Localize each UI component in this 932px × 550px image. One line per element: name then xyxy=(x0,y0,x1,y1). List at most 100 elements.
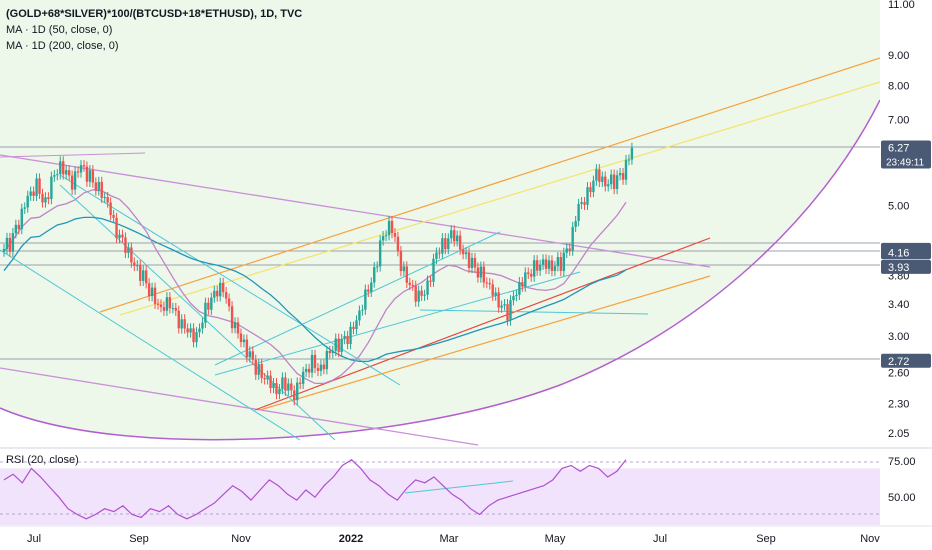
candle-body xyxy=(467,252,471,268)
teal-line-1 xyxy=(0,249,301,441)
candle-body xyxy=(464,252,468,255)
violet-arc xyxy=(0,99,880,441)
candle-body xyxy=(453,230,456,242)
candle-body xyxy=(547,260,551,269)
candle-body xyxy=(580,202,583,204)
candle-body xyxy=(609,174,613,185)
candle-body xyxy=(233,322,237,329)
orange-channel-lower xyxy=(259,275,711,411)
candle-body xyxy=(316,368,320,371)
candle-body xyxy=(281,377,284,390)
candle-body xyxy=(618,173,622,176)
candle-body xyxy=(257,363,260,375)
candle-body xyxy=(56,174,59,176)
candle-body xyxy=(408,282,411,285)
candle-body xyxy=(423,294,426,296)
candle-body xyxy=(142,270,145,281)
price-label-3: 3.93 xyxy=(888,262,909,274)
candle-body xyxy=(115,217,118,239)
price-tick-10: 2.05 xyxy=(888,428,909,440)
candle-body xyxy=(337,338,340,352)
violet-resistance-line xyxy=(0,154,711,268)
rsi-axis-bg xyxy=(880,449,932,525)
candle-body xyxy=(506,304,509,321)
rsi-pane xyxy=(0,459,880,525)
candle-body xyxy=(224,292,228,299)
candle-body xyxy=(426,280,429,295)
candles xyxy=(2,142,634,406)
candle-body xyxy=(461,249,465,255)
candle-body xyxy=(550,260,554,272)
candle-body xyxy=(532,260,536,277)
candle-body xyxy=(38,178,41,194)
candle-body xyxy=(361,309,364,311)
candle-body xyxy=(254,359,257,375)
candle-body xyxy=(171,307,175,309)
candle-body xyxy=(251,351,254,360)
candle-body xyxy=(109,202,112,216)
price-axis-bg xyxy=(880,0,932,448)
candle-body xyxy=(106,197,109,203)
candle-body xyxy=(538,264,542,271)
time-tick-1: Sep xyxy=(129,533,149,545)
candle-body xyxy=(373,267,376,283)
candle-body xyxy=(491,284,494,296)
rsi-tick-1: 50.00 xyxy=(888,492,916,504)
chart-legend: (GOLD+68*SILVER)*100/(BTCUSD+18*ETHUSD),… xyxy=(6,6,302,54)
candle-body xyxy=(50,176,53,200)
time-axis[interactable]: Jul Sep Nov 2022 Mar May Jul Sep Nov xyxy=(27,533,880,545)
candle-body xyxy=(450,230,453,239)
price-axis[interactable]: 11.009.008.007.005.003.803.403.002.602.3… xyxy=(880,0,932,448)
candle-body xyxy=(127,247,130,253)
candle-body xyxy=(296,382,299,401)
rsi-legend[interactable]: RSI (20, close) xyxy=(6,454,79,466)
candle-body xyxy=(500,305,503,308)
candle-body xyxy=(195,332,198,343)
price-tick-8: 2.60 xyxy=(888,367,909,379)
rsi-trend-line xyxy=(404,480,514,494)
price-tick-1: 9.00 xyxy=(888,50,909,62)
rsi-band xyxy=(0,468,880,525)
candle-body xyxy=(340,339,343,352)
candle-body xyxy=(94,182,98,191)
candle-body xyxy=(322,364,326,370)
candle-body xyxy=(242,339,246,343)
candle-body xyxy=(239,333,243,343)
candle-body xyxy=(11,233,15,252)
candle-body xyxy=(5,237,9,250)
candle-body xyxy=(177,310,180,329)
candle-body xyxy=(41,193,44,203)
rsi-axis[interactable]: 75.00 50.00 xyxy=(880,449,932,525)
candle-body xyxy=(571,226,574,251)
candle-body xyxy=(621,173,625,180)
candle-body xyxy=(624,160,628,180)
time-tick-8: Nov xyxy=(860,533,880,545)
ma200-legend[interactable]: MA · 1D (200, close, 0) xyxy=(6,40,119,52)
candle-body xyxy=(275,383,278,395)
candle-body xyxy=(65,170,68,175)
candle-body xyxy=(612,174,616,190)
candle-body xyxy=(607,184,610,187)
candle-body xyxy=(82,165,86,167)
candle-body xyxy=(447,238,450,250)
price-label-box-3 xyxy=(881,259,931,274)
time-tick-2: Nov xyxy=(231,533,251,545)
candle-body xyxy=(325,350,329,370)
candle-body xyxy=(524,272,527,287)
candle-body xyxy=(473,257,477,268)
candle-body xyxy=(207,302,210,310)
candle-body xyxy=(586,187,589,205)
candle-body xyxy=(627,159,631,161)
teal-line-2 xyxy=(59,174,401,386)
candle-body xyxy=(515,294,518,297)
candle-body xyxy=(355,320,358,330)
candle-body xyxy=(402,266,406,272)
candle-body xyxy=(2,249,6,252)
candle-body xyxy=(298,382,302,384)
candle-body xyxy=(444,238,447,250)
ma50-legend[interactable]: MA · 1D (50, close, 0) xyxy=(6,24,113,36)
time-tick-3: 2022 xyxy=(339,533,363,545)
symbol-title[interactable]: (GOLD+68*SILVER)*100/(BTCUSD+18*ETHUSD),… xyxy=(6,8,303,20)
candle-body xyxy=(47,197,50,200)
